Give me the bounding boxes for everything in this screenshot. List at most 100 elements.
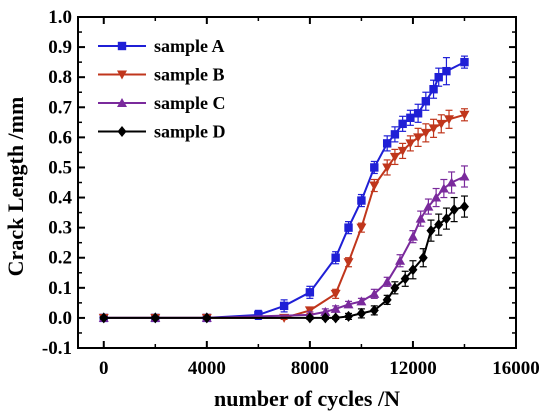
y-tick-label: 1.0 xyxy=(48,7,72,28)
series-layer xyxy=(98,55,470,324)
data-point xyxy=(431,192,442,202)
data-point xyxy=(356,296,367,306)
data-point xyxy=(413,109,423,118)
data-point xyxy=(449,204,459,216)
data-point xyxy=(390,130,400,139)
data-point xyxy=(390,282,400,294)
data-point xyxy=(305,312,315,324)
data-point xyxy=(356,223,367,233)
data-point xyxy=(406,113,415,123)
data-point xyxy=(421,97,431,106)
y-tick-label: -0.1 xyxy=(42,338,72,359)
y-tick-label: 0.1 xyxy=(48,278,72,299)
data-point xyxy=(382,163,393,173)
data-point xyxy=(343,299,354,309)
data-point xyxy=(331,253,340,262)
data-point xyxy=(320,312,330,324)
legend-entry: sample B xyxy=(98,65,225,85)
data-point xyxy=(331,312,341,324)
data-point xyxy=(369,304,379,316)
series-sample-d xyxy=(99,195,469,324)
series-sample-c xyxy=(98,165,470,322)
y-tick-label: 0.6 xyxy=(48,127,72,148)
legend-label: sample C xyxy=(154,93,226,113)
x-tick-label: 12000 xyxy=(389,358,437,379)
y-tick-label: 0.8 xyxy=(48,67,72,88)
data-point xyxy=(436,119,447,129)
y-tick-label: 0.7 xyxy=(48,97,72,118)
legend: sample A sample B sample C sample D xyxy=(98,36,226,142)
data-point xyxy=(407,231,418,241)
x-tick-label: 0 xyxy=(99,358,109,379)
axis-ticks xyxy=(78,16,517,349)
data-point xyxy=(442,66,451,76)
data-point xyxy=(356,307,366,319)
y-axis-title: Crack Length /mm xyxy=(3,97,28,277)
data-point xyxy=(418,252,428,264)
data-point xyxy=(382,276,393,286)
data-point xyxy=(400,273,410,285)
data-point xyxy=(382,139,392,148)
data-point xyxy=(415,213,426,223)
data-point xyxy=(398,119,407,129)
y-tick-label: 0.9 xyxy=(48,37,72,58)
data-point xyxy=(428,124,439,134)
legend-entry: sample A xyxy=(98,36,225,56)
data-point xyxy=(279,301,289,311)
data-point xyxy=(426,225,436,237)
y-tick-label: 0.5 xyxy=(48,157,72,178)
data-point xyxy=(441,213,451,225)
x-axis-title: number of cycles /N xyxy=(214,386,400,411)
legend-marker xyxy=(117,70,127,80)
data-point xyxy=(395,255,406,265)
data-point xyxy=(397,146,408,156)
x-tick-label: 4000 xyxy=(188,358,226,379)
data-point xyxy=(150,312,160,324)
data-point xyxy=(389,152,400,162)
legend-label: sample D xyxy=(154,122,226,142)
data-point xyxy=(459,110,470,120)
series-line xyxy=(103,175,465,319)
y-tick-label: 0.2 xyxy=(48,248,72,269)
data-point xyxy=(370,163,379,172)
data-point xyxy=(99,312,109,324)
data-point xyxy=(344,310,354,322)
legend-entry: sample C xyxy=(98,93,226,113)
data-point xyxy=(405,139,416,149)
data-point xyxy=(369,181,380,191)
data-point xyxy=(305,288,315,297)
data-point xyxy=(382,294,392,306)
legend-label: sample A xyxy=(154,36,225,56)
data-point xyxy=(357,196,366,205)
data-point xyxy=(344,223,353,232)
data-point xyxy=(460,57,469,67)
data-point xyxy=(434,72,443,82)
legend-marker xyxy=(117,126,127,137)
data-point xyxy=(420,128,431,138)
data-point xyxy=(254,310,263,320)
data-point xyxy=(429,85,438,94)
data-point xyxy=(459,201,469,213)
legend-marker xyxy=(117,98,127,107)
data-point xyxy=(408,264,418,276)
x-tick-label: 16000 xyxy=(492,358,540,379)
axis-tick-labels: 0 4000 8000 12000 16000 -0.1 0.0 0.1 0.2 0.3 0.4 0.… xyxy=(42,7,540,379)
data-point xyxy=(459,171,470,181)
data-point xyxy=(444,115,455,125)
legend-entry: sample D xyxy=(98,122,226,142)
data-point xyxy=(434,219,444,231)
legend-marker xyxy=(117,41,127,51)
data-point xyxy=(343,258,354,268)
data-point xyxy=(330,303,341,313)
data-point xyxy=(423,201,434,211)
data-point xyxy=(320,306,331,316)
data-point xyxy=(202,312,212,324)
y-tick-label: 0.3 xyxy=(48,218,72,239)
data-point xyxy=(413,133,424,143)
y-tick-label: 0.4 xyxy=(48,188,72,209)
data-point xyxy=(446,177,457,187)
x-tick-label: 8000 xyxy=(291,358,329,379)
data-point xyxy=(369,288,380,298)
y-tick-label: 0.0 xyxy=(48,308,72,329)
